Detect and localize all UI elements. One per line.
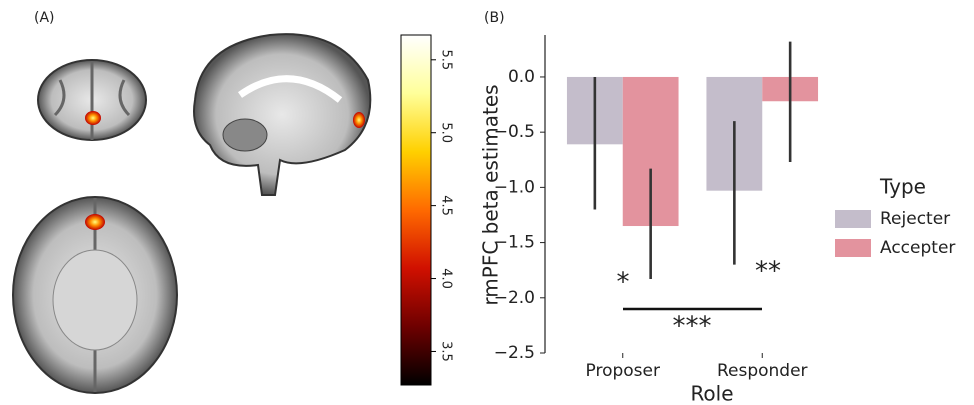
legend-label: Rejecter <box>880 209 950 229</box>
x-tick-label: Proposer <box>586 361 660 381</box>
brain-sagittal <box>194 34 370 195</box>
y-tick-label: −0.5 <box>494 122 535 142</box>
brain-coronal <box>38 60 146 140</box>
panel-label: (B) <box>484 10 505 26</box>
page: (A) (B) Role rmPFC beta estimates Type 3… <box>0 0 974 405</box>
legend-label: Accepter <box>880 238 955 258</box>
legend-swatch <box>835 239 871 257</box>
y-tick-label: −2.0 <box>494 288 535 308</box>
x-axis-label: Role <box>690 382 733 405</box>
colorbar-tick-label: 5.0 <box>439 122 454 143</box>
panel-label: (A) <box>34 10 55 26</box>
colorbar-tick-label: 4.5 <box>439 195 454 216</box>
legend-title: Type <box>879 175 926 199</box>
significance-annotation: * <box>617 268 630 298</box>
y-tick-label: 0.0 <box>508 67 535 87</box>
y-tick-label: −1.0 <box>494 177 535 197</box>
x-tick-label: Responder <box>717 361 808 381</box>
colorbar-tick-label: 3.5 <box>439 341 454 362</box>
significance-annotation: ** <box>755 257 781 287</box>
colorbar-tick-label: 5.5 <box>439 49 454 70</box>
figure: (A) (B) Role rmPFC beta estimates Type 3… <box>0 0 974 405</box>
brain-axial <box>13 197 177 393</box>
significance-annotation: *** <box>673 312 712 342</box>
colorbar <box>401 35 431 385</box>
legend-swatch <box>835 210 871 228</box>
y-tick-label: −1.5 <box>494 233 535 253</box>
colorbar-tick-label: 4.0 <box>439 268 454 289</box>
y-tick-label: −2.5 <box>494 343 535 363</box>
